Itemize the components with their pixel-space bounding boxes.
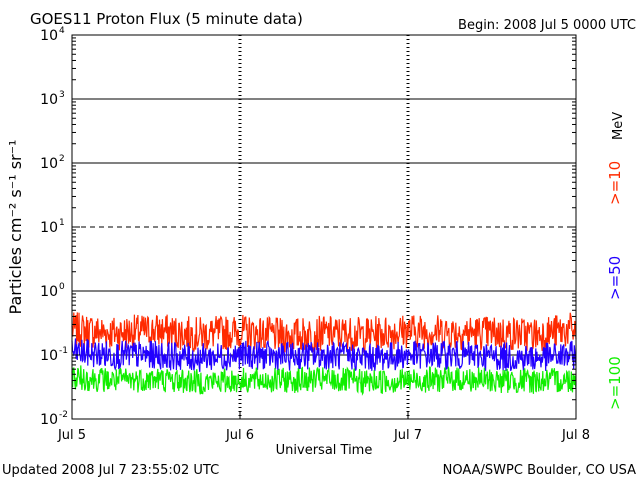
y-axis-label: Particles cm⁻² s⁻¹ sr⁻¹	[6, 140, 25, 315]
y-tick-label: 10	[40, 284, 58, 300]
y-tick-exponent: -1	[59, 346, 68, 356]
legend-entry: >=10	[606, 161, 624, 205]
x-axis: Jul 5 Jul 6 Jul 7 Jul 8	[57, 411, 590, 443]
legend: >=10 >=50 >=100 MeV	[606, 112, 626, 410]
y-tick-label: 10	[40, 28, 58, 44]
y-tick-exponent: 1	[59, 218, 65, 228]
y-tick-exponent: 2	[59, 154, 65, 164]
y-tick-exponent: 0	[59, 282, 65, 292]
series-layer	[71, 312, 577, 396]
legend-entry: >=50	[606, 256, 624, 300]
y-tick-label: 10	[40, 412, 58, 428]
y-tick-exponent: 4	[59, 26, 65, 36]
legend-unit: MeV	[611, 112, 626, 140]
updated-time: Updated 2008 Jul 7 23:55:02 UTC	[2, 463, 219, 478]
legend-entry: >=100	[606, 356, 624, 410]
y-tick-label: 10	[40, 156, 58, 172]
x-tick-label: Jul 7	[393, 428, 422, 443]
x-tick-label: Jul 6	[225, 428, 254, 443]
x-tick-label: Jul 8	[561, 428, 590, 443]
y-tick-label: 10	[40, 220, 58, 236]
chart-title: GOES11 Proton Flux (5 minute data)	[30, 10, 303, 28]
x-tick-label: Jul 5	[57, 428, 86, 443]
y-tick-label: 10	[40, 348, 58, 364]
begin-time: Begin: 2008 Jul 5 0000 UTC	[458, 18, 636, 33]
y-tick-label: 10	[40, 92, 58, 108]
y-tick-exponent: -2	[59, 410, 68, 420]
x-axis-label: Universal Time	[276, 443, 373, 458]
series-line-1	[71, 312, 577, 354]
source-credit: NOAA/SWPC Boulder, CO USA	[443, 463, 636, 478]
y-tick-exponent: 3	[59, 90, 65, 100]
series-line-2	[71, 338, 577, 372]
series-line-3	[71, 365, 577, 396]
